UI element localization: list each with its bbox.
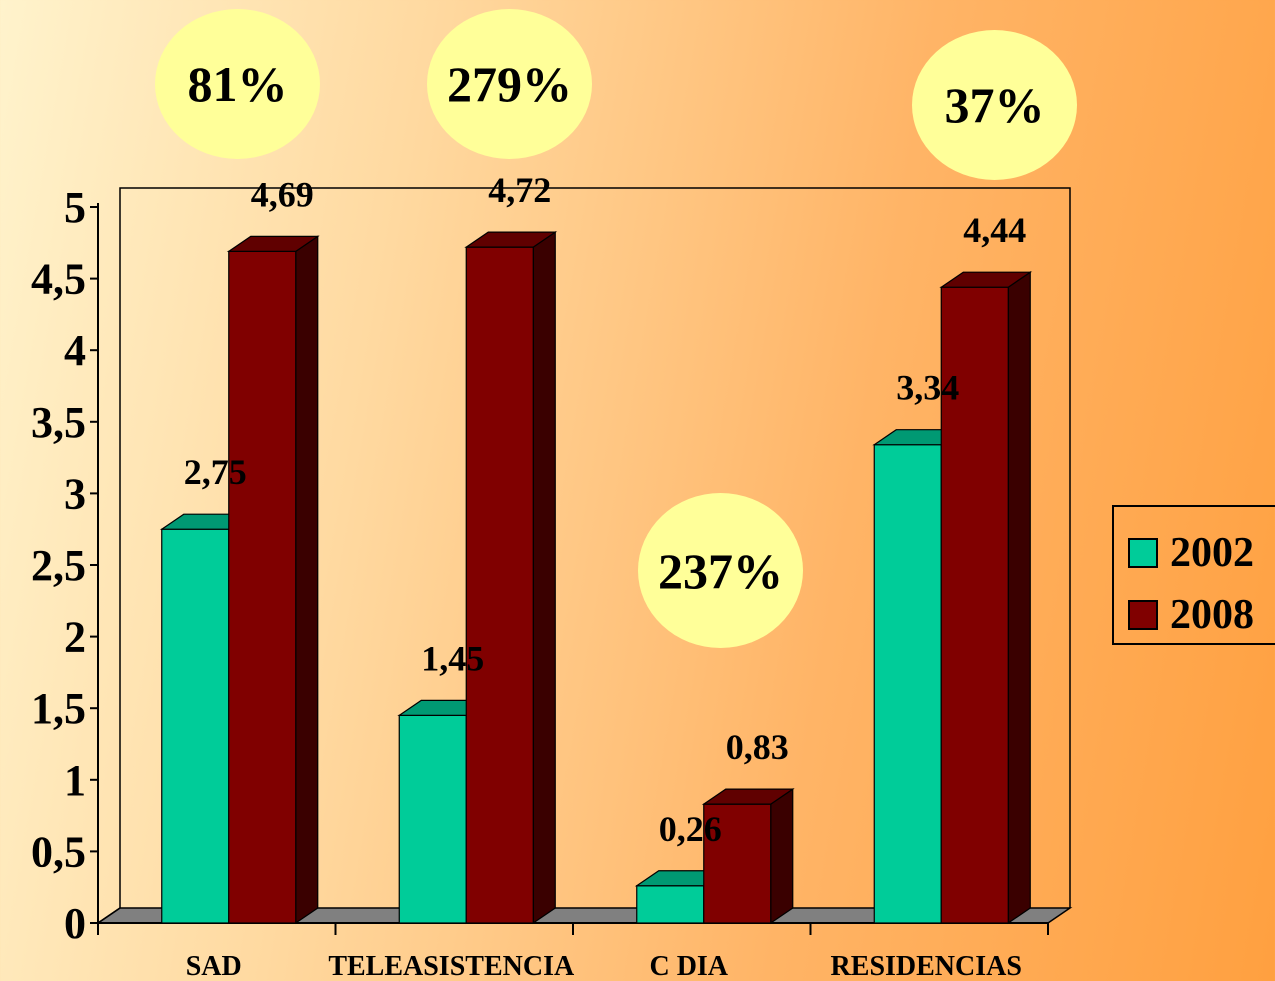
data-label-2002: 1,45 bbox=[421, 638, 484, 678]
data-label-2002: 2,75 bbox=[184, 452, 247, 492]
annotation-bubble-residencias: 37% bbox=[912, 30, 1077, 180]
y-tick-label: 1 bbox=[64, 756, 86, 805]
y-tick-label: 2 bbox=[64, 613, 86, 662]
data-label-2008: 0,83 bbox=[726, 727, 789, 767]
annotation-bubble-teleasistencia: 279% bbox=[427, 9, 592, 159]
y-tick-label: 0,5 bbox=[31, 827, 86, 876]
annotation-bubble-c-dia: 237% bbox=[638, 493, 803, 648]
data-label-2008: 4,69 bbox=[251, 174, 314, 214]
bar-2002 bbox=[637, 886, 704, 923]
bar-2008 bbox=[466, 247, 533, 923]
bars bbox=[162, 232, 1031, 923]
y-tick-label: 0 bbox=[64, 899, 86, 948]
data-label-2008: 4,72 bbox=[488, 170, 551, 210]
bar-2002 bbox=[162, 529, 229, 923]
y-tick-label: 2,5 bbox=[31, 541, 86, 590]
legend-label-2008: 2008 bbox=[1170, 591, 1254, 639]
y-tick-label: 5 bbox=[64, 183, 86, 232]
y-tick-label: 1,5 bbox=[31, 684, 86, 733]
y-tick-label: 4 bbox=[64, 326, 86, 375]
legend-swatch-2002 bbox=[1128, 538, 1158, 568]
data-label-2002: 3,34 bbox=[896, 368, 959, 408]
bar-2002 bbox=[399, 715, 466, 923]
data-label-2002: 0,26 bbox=[659, 809, 722, 849]
bar-side-2008 bbox=[1008, 272, 1030, 923]
data-label-2008: 4,44 bbox=[963, 210, 1026, 250]
y-tick-label: 3 bbox=[64, 469, 86, 518]
bar-side-2008 bbox=[296, 236, 318, 923]
legend-swatch-2008 bbox=[1128, 600, 1158, 630]
bar-side-2008 bbox=[771, 789, 793, 923]
x-tick-label: C DIA bbox=[649, 951, 728, 981]
x-tick-label: TELEASISTENCIA bbox=[328, 951, 575, 981]
bar-side-2008 bbox=[533, 232, 555, 923]
chart-legend: 2002 2008 bbox=[1112, 505, 1275, 645]
annotation-bubble-sad: 81% bbox=[155, 9, 320, 159]
bar-2002 bbox=[874, 445, 941, 923]
legend-item-2008: 2008 bbox=[1128, 591, 1254, 639]
bar-2008 bbox=[229, 251, 296, 923]
y-tick-label: 4,5 bbox=[31, 255, 86, 304]
x-axis-labels: SAD TELEASISTENCIA C DIA RESIDENCIAS bbox=[186, 951, 1022, 981]
legend-label-2002: 2002 bbox=[1170, 529, 1254, 577]
x-tick-label: RESIDENCIAS bbox=[831, 951, 1022, 981]
legend-item-2002: 2002 bbox=[1128, 529, 1254, 577]
x-tick-label: SAD bbox=[186, 951, 242, 981]
y-tick-label: 3,5 bbox=[31, 398, 86, 447]
